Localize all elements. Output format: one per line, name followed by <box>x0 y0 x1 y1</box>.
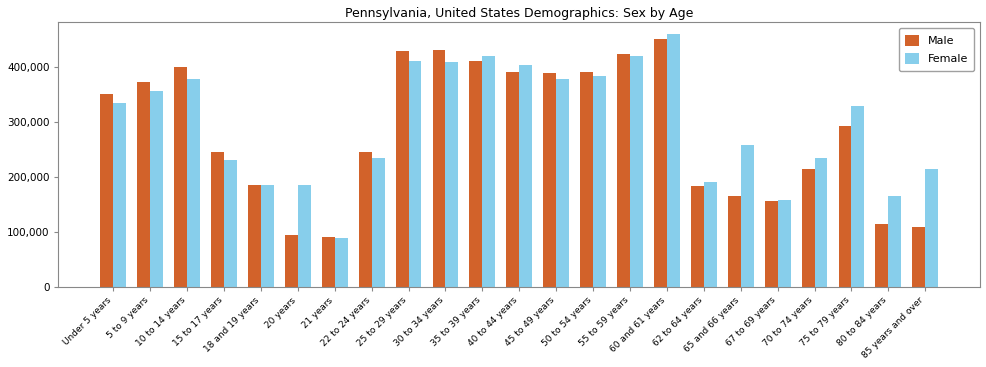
Bar <box>285 235 298 287</box>
Bar <box>690 186 703 287</box>
Bar <box>260 185 273 287</box>
Title: Pennsylvania, United States Demographics: Sex by Age: Pennsylvania, United States Demographics… <box>345 7 693 20</box>
Bar <box>174 66 187 287</box>
Bar <box>187 79 200 287</box>
Bar <box>224 160 237 287</box>
Bar <box>445 62 458 287</box>
Bar <box>469 61 482 287</box>
Bar <box>629 55 642 287</box>
Bar <box>211 152 224 287</box>
Bar <box>740 145 753 287</box>
Bar <box>727 196 740 287</box>
Bar <box>851 106 864 287</box>
Bar <box>482 55 495 287</box>
Bar <box>321 237 334 287</box>
Bar <box>813 158 826 287</box>
Bar <box>777 200 790 287</box>
Bar <box>101 94 113 287</box>
Bar <box>593 76 605 287</box>
Bar <box>334 238 347 287</box>
Bar <box>580 72 593 287</box>
Bar <box>247 185 260 287</box>
Bar <box>875 224 887 287</box>
Bar <box>298 185 311 287</box>
Bar <box>395 51 408 287</box>
Bar <box>519 65 531 287</box>
Bar <box>911 227 924 287</box>
Bar <box>838 126 851 287</box>
Bar <box>887 196 900 287</box>
Bar <box>113 103 126 287</box>
Legend: Male, Female: Male, Female <box>897 28 973 71</box>
Bar <box>801 169 813 287</box>
Bar <box>924 169 938 287</box>
Bar <box>764 201 777 287</box>
Bar <box>667 33 679 287</box>
Bar <box>372 158 385 287</box>
Bar <box>654 39 667 287</box>
Bar <box>358 152 372 287</box>
Bar <box>432 50 445 287</box>
Bar <box>555 79 569 287</box>
Bar <box>703 182 716 287</box>
Bar <box>542 73 555 287</box>
Bar <box>150 91 163 287</box>
Bar <box>616 54 629 287</box>
Bar <box>506 72 519 287</box>
Bar <box>137 82 150 287</box>
Bar <box>408 61 421 287</box>
